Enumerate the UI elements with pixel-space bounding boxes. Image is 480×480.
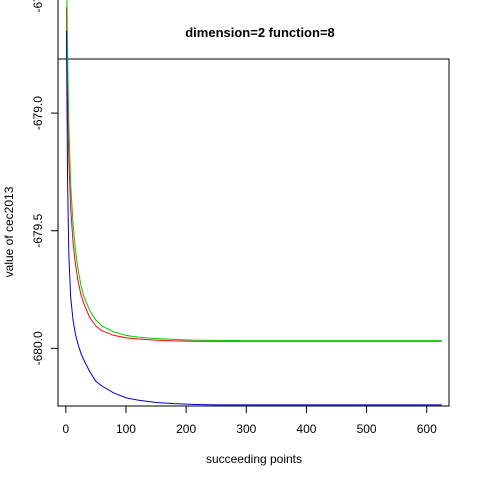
x-tick-label: 200 [176,422,196,436]
x-tick-label: 400 [296,422,316,436]
x-tick-label: 600 [417,422,437,436]
x-tick-label: 500 [357,422,377,436]
y-tick-label: -678.5 [31,0,45,12]
x-tick-label: 300 [236,422,256,436]
plot-frame [58,59,449,406]
y-tick-label: -680.0 [31,331,45,365]
chart-title: dimension=2 function=8 [185,25,335,40]
x-tick-label: 100 [116,422,136,436]
y-axis: -678.5 -679.0 -679.5 -680.0 [31,0,58,365]
series-line-3 [66,31,441,405]
y-tick-label: -679.0 [31,96,45,130]
y-axis-label: value of cec2013 [2,186,16,277]
series-layer [66,0,441,405]
x-axis-label: succeeding points [206,452,302,466]
x-axis: 0 100 200 300 400 500 600 [62,406,437,436]
x-tick-label: 0 [62,422,69,436]
y-tick-label: -679.5 [31,213,45,247]
series-line-1 [66,7,441,341]
series-line-2 [66,0,441,341]
